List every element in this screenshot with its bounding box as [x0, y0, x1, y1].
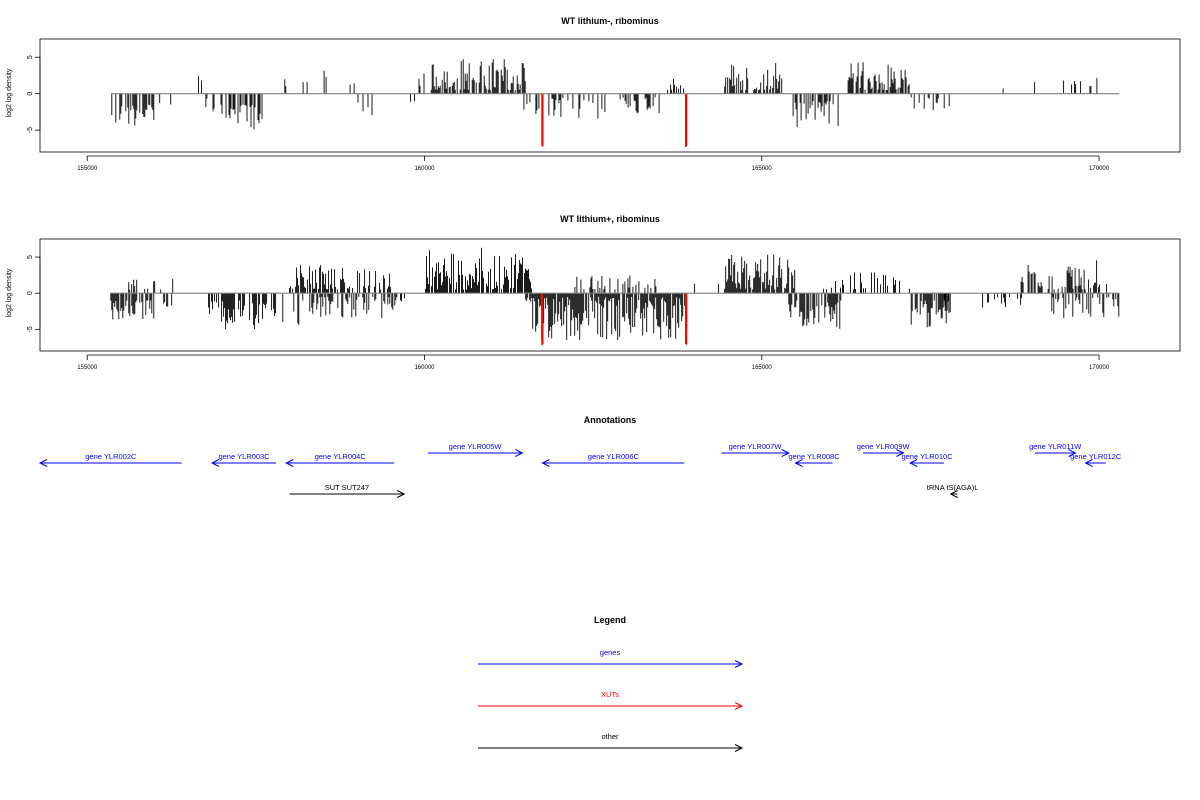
y-tick-label: -5 — [27, 326, 34, 332]
feature-trna-ts-aga-l: tRNA tS(AGA)L — [927, 483, 979, 498]
feature-gene-ylr012c: gene YLR012C — [1070, 452, 1122, 467]
panel-title: WT lithium-, ribominus — [561, 16, 659, 26]
density-panel-lithium-plus: WT lithium+, ribominus log2 log density … — [6, 214, 1181, 371]
feature-label: gene YLR008C — [788, 452, 840, 461]
feature-gene-ylr002c: gene YLR002C — [38, 452, 182, 467]
strand-arrow — [949, 490, 958, 498]
strand-arrow — [909, 459, 918, 467]
legend-label: XUTs — [601, 690, 619, 699]
x-tick-label: 155000 — [77, 166, 98, 172]
strand-arrow — [397, 490, 406, 498]
feature-label: gene YLR009W — [857, 442, 911, 451]
legend-item-genes: genes — [478, 648, 744, 668]
x-tick-label: 170000 — [1089, 166, 1110, 172]
y-tick-label: 5 — [27, 55, 34, 59]
panel-title: WT lithium+, ribominus — [560, 214, 660, 224]
feature-gene-ylr004c: gene YLR004C — [285, 452, 395, 467]
y-tick-label: -5 — [27, 127, 34, 133]
feature-label: gene YLR010C — [901, 452, 953, 461]
feature-gene-ylr007w: gene YLR007W — [721, 442, 790, 457]
legend-items: genes XUTs other — [478, 648, 744, 752]
y-tick-label: 0 — [27, 291, 34, 295]
annotation-track: Annotations gene YLR002C gene YLR003C gene… — [38, 415, 1122, 498]
strand-arrow — [1084, 459, 1093, 467]
legend: Legend genes XUTs other — [478, 615, 744, 752]
feature-label: gene YLR012C — [1070, 452, 1122, 461]
feature-list: gene YLR002C gene YLR003C gene YLR004C SUT … — [38, 442, 1122, 498]
feature-gene-ylr005w: gene YLR005W — [427, 442, 524, 457]
feature-gene-ylr011w: gene YLR011W — [1029, 442, 1082, 457]
legend-title: Legend — [594, 615, 626, 625]
feature-label: gene YLR005W — [449, 442, 503, 451]
density-bars — [111, 59, 1098, 147]
feature-label: gene YLR007W — [729, 442, 783, 451]
y-tick-label: 5 — [27, 255, 34, 259]
feature-gene-ylr006c: gene YLR006C — [541, 452, 685, 467]
x-tick-label: 165000 — [752, 166, 773, 172]
x-axis: 155000 160000 165000 170000 — [77, 155, 1110, 172]
legend-label: genes — [600, 648, 621, 657]
strand-arrow — [541, 459, 550, 467]
density-panel-lithium-minus: WT lithium-, ribominus log2 log density … — [6, 16, 1181, 172]
strand-arrow — [38, 459, 48, 467]
legend-item-xuts: XUTs — [478, 690, 744, 710]
legend-label: other — [601, 732, 619, 741]
plot-frame — [39, 238, 1181, 352]
feature-gene-ylr010c: gene YLR010C — [901, 452, 953, 467]
x-tick-label: 170000 — [1089, 365, 1110, 371]
legend-arrow — [734, 702, 744, 710]
legend-arrow — [734, 660, 744, 668]
feature-gene-ylr003c: gene YLR003C — [210, 452, 277, 467]
x-tick-label: 160000 — [414, 365, 435, 371]
feature-gene-ylr009w: gene YLR009W — [857, 442, 911, 457]
density-bars — [110, 247, 1120, 346]
strand-arrow — [794, 459, 803, 467]
feature-label: gene YLR006C — [588, 452, 640, 461]
feature-sut-sut247: SUT SUT247 — [289, 483, 406, 498]
y-axis: -5 0 5 — [27, 55, 41, 133]
y-axis-label: log2 log density — [6, 268, 13, 317]
strand-arrow — [1068, 449, 1077, 457]
strand-arrow — [781, 449, 790, 457]
legend-item-other: other — [478, 732, 744, 752]
strand-arrow — [515, 449, 524, 457]
y-axis: -5 0 5 — [27, 255, 41, 332]
strand-arrow — [210, 459, 220, 467]
x-axis: 155000 160000 165000 170000 — [77, 354, 1110, 371]
feature-gene-ylr008c: gene YLR008C — [788, 452, 840, 467]
feature-label: gene YLR003C — [218, 452, 270, 461]
feature-label: gene YLR004C — [315, 452, 367, 461]
feature-label: gene YLR002C — [85, 452, 137, 461]
feature-label: gene YLR011W — [1029, 442, 1082, 451]
feature-label: tRNA tS(AGA)L — [927, 483, 979, 492]
x-tick-label: 160000 — [414, 166, 435, 172]
y-tick-label: 0 — [27, 92, 34, 96]
strand-arrow — [896, 449, 905, 457]
y-axis-label: log2 log density — [6, 68, 13, 117]
x-tick-label: 155000 — [77, 365, 98, 371]
annotations-title: Annotations — [584, 415, 637, 425]
feature-label: SUT SUT247 — [325, 483, 369, 492]
strand-arrow — [285, 459, 294, 467]
legend-arrow — [734, 744, 744, 752]
x-tick-label: 165000 — [752, 365, 773, 371]
plot-frame — [39, 38, 1181, 153]
